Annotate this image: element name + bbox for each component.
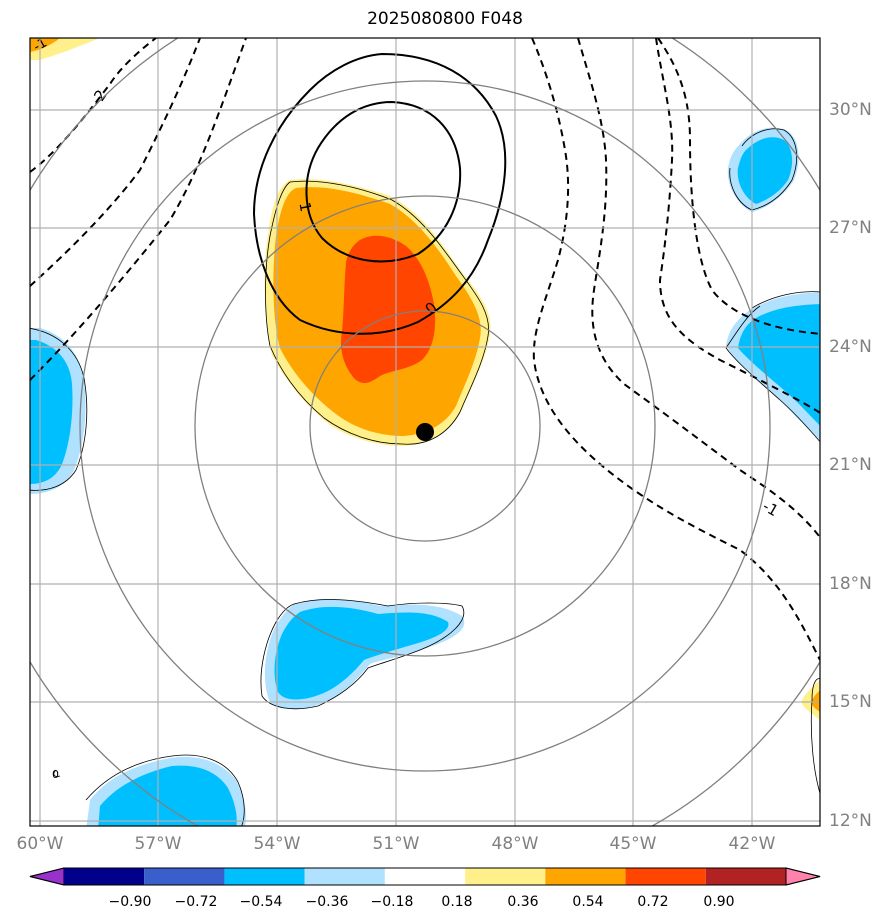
- lon-label: 60°W: [16, 834, 64, 854]
- lat-label: 24°N: [829, 337, 872, 357]
- dashed-contours: [30, 38, 820, 661]
- colorbar-segment: [465, 868, 546, 885]
- negative-anomaly-region-west: [30, 328, 86, 494]
- range-rings: [30, 38, 820, 826]
- colorbar-extend-max: [785, 867, 821, 886]
- positive-anomaly-region: [264, 179, 491, 446]
- lat-label: 21°N: [829, 455, 872, 475]
- colorbar-tick-label: −0.18: [370, 894, 414, 910]
- map-title: 2025080800 F048: [367, 9, 523, 29]
- contour-label: -1: [760, 497, 782, 520]
- colorbar-segment: [64, 868, 145, 885]
- colorbar-tick-label: 0.36: [507, 894, 539, 910]
- storm-center-marker: [416, 423, 434, 441]
- colorbar-segment: [705, 868, 786, 885]
- colorbar-segment: [545, 868, 626, 885]
- contour-label: 0: [52, 768, 59, 781]
- contour-label: -2: [87, 86, 110, 109]
- solid-contours: [252, 52, 507, 335]
- gridlines: [30, 38, 820, 826]
- negative-anomaly-region-northeast: [727, 127, 799, 212]
- colorbar-tick-label: −0.90: [108, 894, 152, 910]
- colorbar-outline: [29, 867, 821, 886]
- colorbar-tick-label: 0.90: [703, 894, 735, 910]
- colorbar: [29, 867, 821, 886]
- map-frame: [29, 37, 821, 827]
- colorbar-segment: [224, 868, 305, 885]
- contour-label: 1: [295, 201, 314, 214]
- lon-label: 51°W: [372, 834, 420, 854]
- positive-anomaly-region-edges: [30, 38, 820, 720]
- colorbar-tick-label: −0.72: [174, 894, 218, 910]
- colorbar-segment: [384, 868, 466, 885]
- lat-label: 15°N: [829, 692, 872, 712]
- colorbar-extend-min: [29, 867, 65, 886]
- colorbar-segment: [304, 868, 385, 885]
- negative-anomaly-region-east: [726, 292, 820, 441]
- colorbar-tick-label: 0.72: [637, 894, 669, 910]
- anomaly-outline-contours: [30, 128, 820, 826]
- lon-label: 54°W: [253, 834, 301, 854]
- negative-anomaly-region-southwest: [86, 756, 246, 826]
- colorbar-segment: [144, 868, 225, 885]
- lon-label: 57°W: [134, 834, 182, 854]
- lat-label: 27°N: [829, 218, 872, 238]
- lon-label: 45°W: [609, 834, 657, 854]
- lon-label: 48°W: [491, 834, 539, 854]
- colorbar-tick-label: −0.54: [239, 894, 283, 910]
- colorbar-tick-label: 0.18: [441, 894, 473, 910]
- lat-label: 12°N: [829, 811, 872, 831]
- lon-label: 42°W: [728, 834, 776, 854]
- colorbar-segment: [625, 868, 706, 885]
- lat-label: 18°N: [829, 574, 872, 594]
- colorbar-tick-label: 0.54: [572, 894, 604, 910]
- lat-label: 30°N: [829, 100, 872, 120]
- colorbar-tick-label: −0.36: [305, 894, 349, 910]
